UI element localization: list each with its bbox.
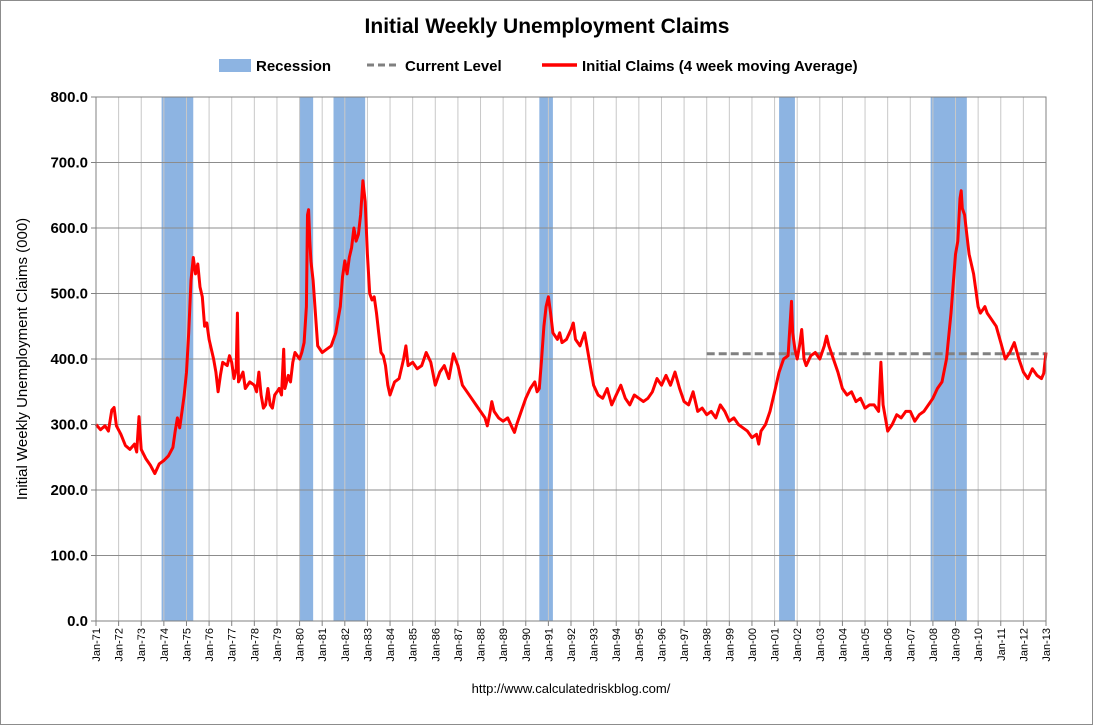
x-tick-label: Jan-03 (815, 628, 827, 662)
y-tick-label: 400.0 (50, 351, 88, 368)
x-tick-label: Jan-89 (498, 628, 510, 662)
y-axis-label: Initial Weekly Unemployment Claims (000) (14, 218, 31, 500)
x-tick-label: Jan-72 (114, 628, 126, 662)
x-tick-label: Jan-82 (340, 628, 352, 662)
y-tick-label: 700.0 (50, 155, 88, 172)
x-tick-label: Jan-92 (566, 628, 578, 662)
y-tick-label: 500.0 (50, 286, 88, 303)
x-tick-label: Jan-78 (249, 628, 261, 662)
x-tick-label: Jan-76 (204, 628, 216, 662)
x-tick-label: Jan-75 (181, 628, 193, 662)
x-tick-label: Jan-13 (1041, 628, 1053, 662)
legend-recession-swatch (219, 59, 251, 72)
x-tick-label: Jan-97 (679, 628, 691, 662)
x-tick-label: Jan-02 (792, 628, 804, 662)
x-tick-label: Jan-96 (656, 628, 668, 662)
x-tick-label: Jan-90 (521, 628, 533, 662)
x-tick-label: Jan-80 (295, 628, 307, 662)
x-tick-label: Jan-04 (837, 628, 849, 662)
y-tick-label: 800.0 (50, 89, 88, 106)
chart-title: Initial Weekly Unemployment Claims (365, 15, 730, 38)
x-tick-label: Jan-99 (724, 628, 736, 662)
x-tick-label: Jan-94 (611, 628, 623, 662)
x-tick-label: Jan-84 (385, 628, 397, 662)
x-tick-label: Jan-83 (362, 628, 374, 662)
x-tick-label: Jan-74 (159, 628, 171, 662)
claims-line (94, 179, 1048, 476)
legend-current-level-label: Current Level (405, 58, 502, 75)
x-tick-label: Jan-06 (883, 628, 895, 662)
plot-area (94, 96, 1048, 622)
x-tick-label: Jan-00 (747, 628, 759, 662)
x-tick-label: Jan-77 (227, 628, 239, 662)
y-tick-label: 600.0 (50, 220, 88, 237)
y-tick-label: 300.0 (50, 417, 88, 434)
claims-series (94, 179, 1048, 476)
x-axis: Jan-71 Jan-72 Jan-73 Jan-74 Jan-75 Jan-76 Jan-… (91, 621, 1053, 662)
legend: Recession Current Level Initial Claims (… (219, 58, 858, 75)
x-tick-label: Jan-98 (702, 628, 714, 662)
x-tick-label: Jan-07 (905, 628, 917, 662)
x-tick-label: Jan-95 (634, 628, 646, 662)
x-tick-label: Jan-05 (860, 628, 872, 662)
x-tick-label: Jan-73 (136, 628, 148, 662)
x-tick-label: Jan-12 (1018, 628, 1030, 662)
x-tick-label: Jan-79 (272, 628, 284, 662)
x-tick-label: Jan-09 (951, 628, 963, 662)
x-tick-label: Jan-08 (928, 628, 940, 662)
legend-recession-label: Recession (256, 58, 331, 75)
x-tick-label: Jan-81 (317, 628, 329, 662)
source-url: http://www.calculatedriskblog.com/ (472, 681, 671, 696)
x-tick-label: Jan-86 (430, 628, 442, 662)
x-tick-label: Jan-10 (973, 628, 985, 662)
x-tick-label: Jan-71 (91, 628, 103, 662)
y-tick-label: 100.0 (50, 548, 88, 565)
x-tick-label: Jan-01 (770, 628, 782, 662)
x-tick-label: Jan-93 (589, 628, 601, 662)
legend-claims-label: Initial Claims (4 week moving Average) (582, 58, 858, 75)
x-tick-label: Jan-85 (408, 628, 420, 662)
y-tick-label: 0.0 (67, 613, 88, 630)
y-axis: 0.0 100.0 200.0 300.0 400.0 500.0 600.0 700.0 80… (50, 89, 96, 630)
x-tick-label: Jan-11 (996, 628, 1008, 661)
x-tick-label: Jan-91 (543, 628, 555, 662)
y-tick-label: 200.0 (50, 482, 88, 499)
x-tick-label: Jan-88 (476, 628, 488, 662)
x-tick-label: Jan-87 (453, 628, 465, 662)
